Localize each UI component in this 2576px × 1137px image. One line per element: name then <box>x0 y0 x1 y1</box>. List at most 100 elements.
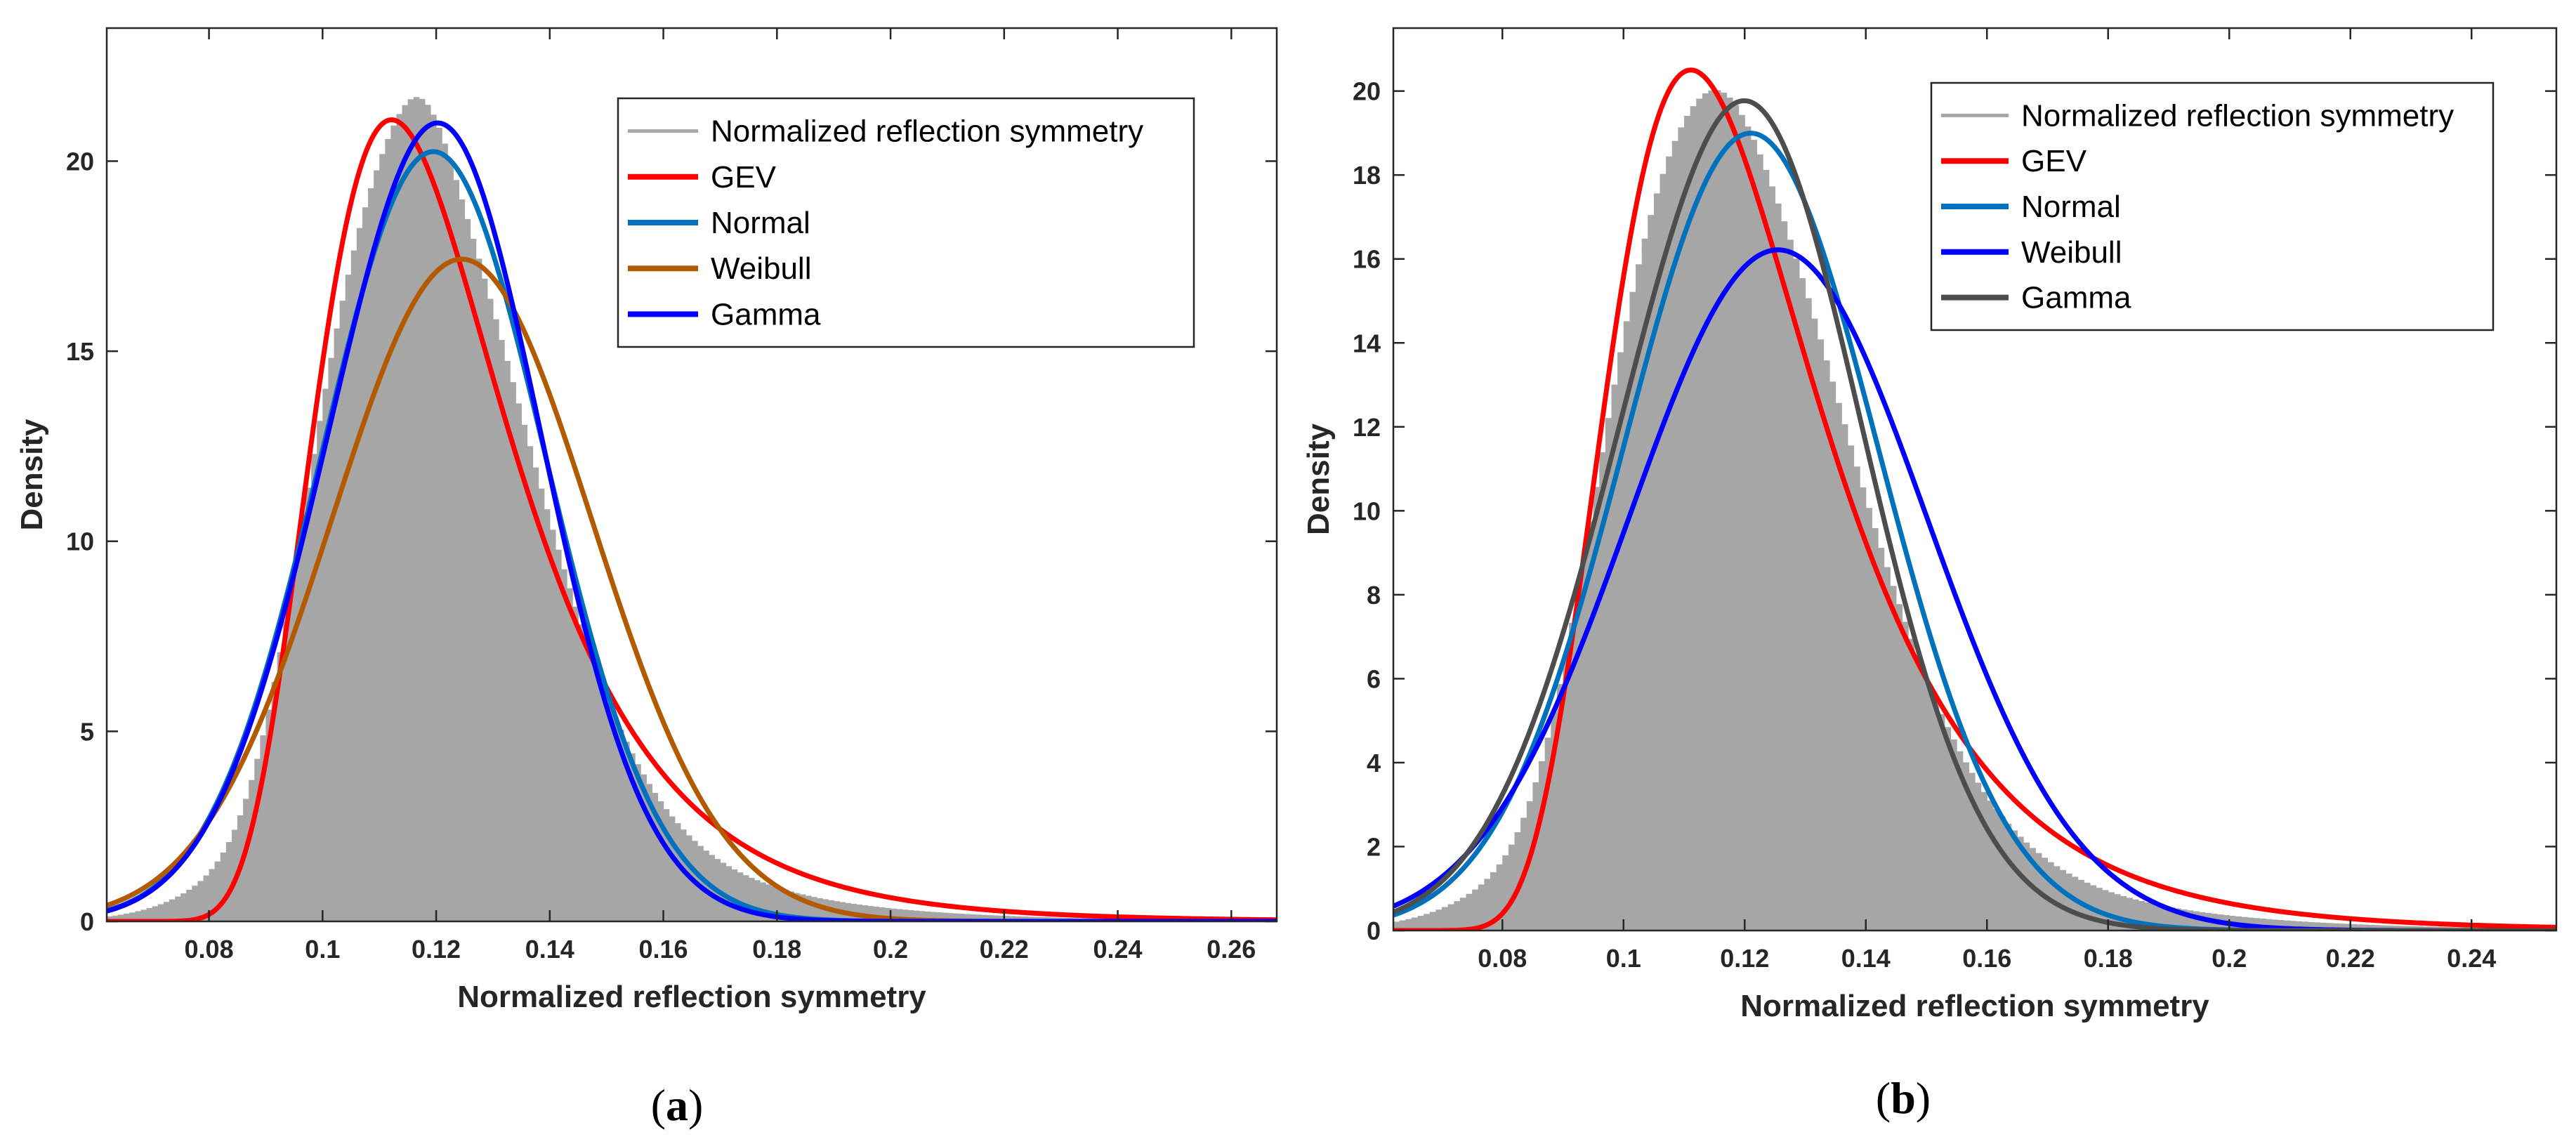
legend-entry: Weibull <box>711 251 811 286</box>
histogram-bar <box>2344 924 2351 931</box>
histogram-bar <box>1617 352 1624 931</box>
histogram-bar <box>368 188 374 921</box>
histogram-bar <box>413 97 420 921</box>
legend: Normalized reflection symmetry GEV Normal W… <box>617 97 1195 348</box>
legend-entry: Gamma <box>711 297 821 331</box>
histogram-bar <box>1865 508 1872 931</box>
histogram-bar <box>299 521 306 921</box>
histogram-bar <box>379 154 386 921</box>
histogram-bar <box>1466 893 1473 931</box>
histogram-bar <box>1690 106 1697 931</box>
histogram-bar <box>2368 924 2375 931</box>
histogram-bar <box>1544 737 1551 931</box>
histogram-bar <box>1853 466 1860 931</box>
histogram-bar <box>260 735 267 921</box>
histogram-bar <box>703 850 709 921</box>
histogram-bar <box>555 549 562 921</box>
histogram-bar <box>612 716 619 921</box>
legend-entry: GEV <box>711 160 777 195</box>
histogram-bar <box>731 869 738 921</box>
histogram-bar <box>884 907 891 921</box>
histogram-bar <box>1884 567 1891 931</box>
histogram-bar <box>873 907 880 921</box>
histogram-bar <box>1817 339 1824 931</box>
histogram-bar <box>1678 127 1685 931</box>
histogram-bar <box>157 904 164 921</box>
histogram-bar <box>1890 586 1897 931</box>
histogram-bar <box>2120 895 2127 931</box>
histogram-bar <box>424 105 431 921</box>
histogram-bar <box>1508 844 1516 931</box>
histogram-bar <box>2289 921 2296 931</box>
histogram-bar <box>595 673 602 921</box>
histogram-bar <box>1417 916 1424 931</box>
histogram-bar <box>1442 907 1449 931</box>
histogram-bar <box>896 909 902 921</box>
histogram-bar <box>544 509 551 921</box>
histogram-bar <box>2314 922 2321 931</box>
histogram-bar <box>464 218 471 921</box>
histogram-bar <box>322 388 329 921</box>
histogram-bar <box>362 207 369 921</box>
histogram-bar <box>572 606 579 921</box>
histogram-bar <box>1447 904 1454 931</box>
histogram-bar <box>941 912 948 921</box>
histogram-bar <box>862 905 869 921</box>
histogram-bar <box>1666 156 1673 931</box>
histogram-bar <box>600 688 607 921</box>
histogram-bar <box>1768 186 1775 931</box>
panel-label: (a) <box>651 1080 704 1130</box>
histogram-bar <box>867 906 874 921</box>
histogram-bar <box>1957 751 1964 931</box>
histogram-bar <box>356 228 363 921</box>
histogram-bar <box>2308 921 2315 931</box>
histogram-bar <box>930 912 937 921</box>
histogram-bar <box>1015 916 1022 921</box>
legend-box <box>1930 81 2495 331</box>
histogram-bar <box>947 913 954 921</box>
histogram-bar <box>390 125 397 921</box>
histogram-bar <box>2174 908 2181 931</box>
histogram-bar <box>453 180 460 921</box>
histogram-bar <box>2102 890 2109 931</box>
histogram-bar <box>1611 384 1618 931</box>
histogram-bar <box>192 886 198 921</box>
histogram-bar <box>1872 527 1879 931</box>
panel-label-letter: a <box>666 1080 688 1130</box>
histogram-bar <box>919 911 926 921</box>
histogram-bar <box>2108 892 2115 931</box>
histogram-bar <box>527 446 534 921</box>
series-line-gamma <box>1393 98 2556 931</box>
panel-label-close-paren: ) <box>1916 1073 1931 1123</box>
histogram-bar <box>334 328 341 921</box>
histogram-bar <box>277 652 284 921</box>
histogram-bar <box>623 742 630 921</box>
histogram-bar <box>436 128 442 921</box>
histogram-bar <box>771 886 777 921</box>
histogram-bar <box>2011 830 2018 931</box>
histogram-bar <box>1532 782 1539 931</box>
histogram-bar <box>1563 654 1570 931</box>
histogram-bar <box>2047 862 2054 931</box>
legend-entry: Normal <box>2021 190 2121 224</box>
histogram-bar <box>640 774 647 921</box>
histogram-bar <box>1878 548 1885 931</box>
histogram-bar <box>1895 604 1903 931</box>
x-tick-label: 0.08 <box>1478 944 1527 973</box>
histogram-bar <box>1920 671 1927 931</box>
x-tick-label: 0.18 <box>752 935 801 964</box>
data-layer <box>107 97 1277 921</box>
histogram-bar <box>305 487 312 921</box>
histogram-bar <box>907 909 914 921</box>
histogram-bar <box>1411 917 1419 931</box>
histogram-bar <box>1490 872 1497 931</box>
histogram-bar <box>567 588 573 921</box>
histogram-bar <box>407 99 414 921</box>
x-tick-label: 0.18 <box>2084 944 2133 973</box>
histogram-bar <box>169 899 176 921</box>
histogram-bar <box>560 569 567 921</box>
histogram-bar <box>1975 782 1982 931</box>
histogram-bar <box>1636 264 1643 931</box>
histogram-bar <box>515 403 522 921</box>
legend-entry: Gamma <box>2021 281 2131 315</box>
